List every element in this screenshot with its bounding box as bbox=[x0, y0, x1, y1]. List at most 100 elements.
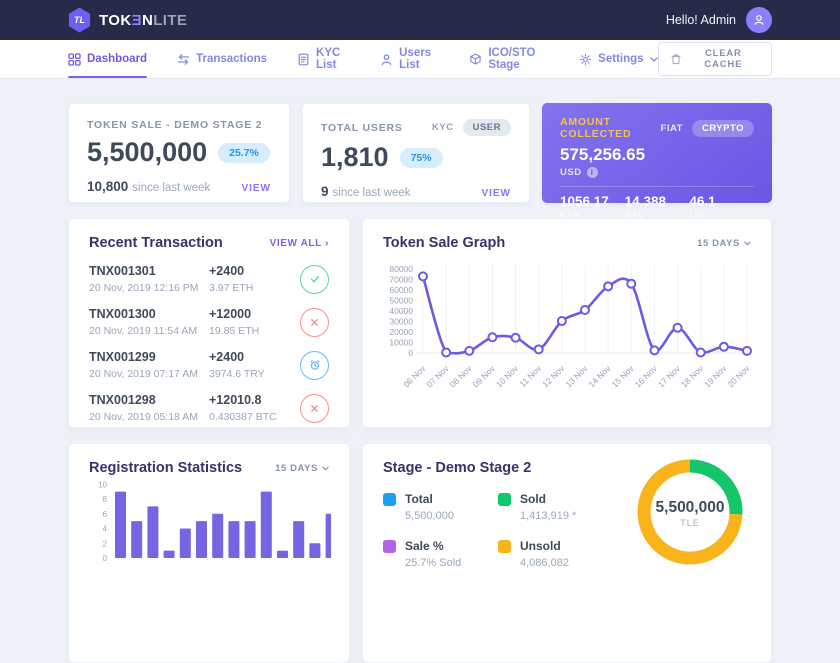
legend-item-unsold: Unsold 4,086,082 bbox=[498, 539, 618, 569]
coin-ltc: 46.1 LTC bbox=[689, 194, 716, 220]
nav-label: Users List bbox=[399, 47, 432, 71]
middle-row: Recent Transaction VIEW ALL › TNX001301 … bbox=[68, 218, 772, 428]
registration-bar-chart: 10 8 6 4 2 0 bbox=[98, 480, 337, 563]
recent-transactions-card: Recent Transaction VIEW ALL › TNX001301 … bbox=[68, 218, 350, 428]
swap-arrows-icon bbox=[177, 53, 190, 65]
cube-icon bbox=[470, 53, 482, 65]
dashboard-content: TOKEN SALE - DEMO STAGE 2 5,500,000 25.7… bbox=[0, 78, 840, 663]
svg-text:40000: 40000 bbox=[389, 306, 413, 316]
clear-cache-button[interactable]: CLEAR CACHE bbox=[657, 42, 772, 76]
status-failed-icon bbox=[300, 393, 329, 423]
stage-donut-chart: 5,500,000 TLE bbox=[630, 452, 750, 572]
panel-title: Stage - Demo Stage 2 bbox=[383, 460, 532, 476]
clear-cache-label: CLEAR CACHE bbox=[704, 48, 743, 70]
transaction-row[interactable]: TNX001300 20 Nov, 2019 11:54 AM +12000 1… bbox=[89, 307, 329, 337]
stage-card: Stage - Demo Stage 2 Total 5,500,000 Sol… bbox=[362, 443, 772, 663]
svg-text:20 Nov: 20 Nov bbox=[725, 363, 752, 390]
svg-text:TLE: TLE bbox=[680, 518, 700, 528]
transaction-row[interactable]: TNX001301 20 Nov, 2019 12:16 PM +2400 3.… bbox=[89, 264, 329, 294]
currency-label: USD bbox=[560, 167, 582, 178]
status-failed-icon bbox=[300, 307, 329, 337]
legend-item-sale-percent: Sale % 25.7% Sold bbox=[383, 539, 488, 569]
token-sale-view-link[interactable]: VIEW bbox=[241, 183, 271, 194]
svg-text:50000: 50000 bbox=[389, 296, 413, 306]
user-menu[interactable]: Hello! Admin bbox=[666, 7, 772, 33]
chevron-down-icon bbox=[744, 241, 751, 246]
nav-item-users-list[interactable]: Users List bbox=[380, 40, 439, 78]
delta-caption: since last week bbox=[332, 187, 411, 199]
delta-caption: since last week bbox=[132, 182, 211, 194]
panel-title: Registration Statistics bbox=[89, 460, 243, 476]
svg-text:70000: 70000 bbox=[389, 275, 413, 285]
svg-text:10 Nov: 10 Nov bbox=[494, 363, 521, 390]
svg-text:15 Nov: 15 Nov bbox=[610, 363, 637, 390]
svg-text:18 Nov: 18 Nov bbox=[679, 363, 706, 390]
nav-item-ico-sto-stage[interactable]: ICO/STO Stage bbox=[469, 40, 549, 78]
status-pending-icon bbox=[300, 350, 329, 380]
view-all-link[interactable]: VIEW ALL › bbox=[269, 237, 329, 249]
coin-btc: 14.388 BTC bbox=[624, 194, 666, 220]
total-users-view-link[interactable]: VIEW bbox=[481, 188, 511, 199]
brand-hexagon-icon: TL bbox=[68, 7, 91, 33]
svg-text:08 Nov: 08 Nov bbox=[448, 363, 475, 390]
legend-swatch bbox=[498, 540, 511, 553]
nav-label: Transactions bbox=[196, 53, 268, 65]
legend-item-total: Total 5,500,000 bbox=[383, 492, 488, 522]
nav-items: Dashboard Transactions KYC List Users Li… bbox=[68, 40, 658, 78]
card-title: TOKEN SALE - DEMO STAGE 2 bbox=[87, 119, 263, 131]
nav-label: KYC List bbox=[316, 47, 341, 71]
nav-item-kyc-list[interactable]: KYC List bbox=[297, 40, 350, 78]
token-sale-value: 5,500,000 bbox=[87, 137, 208, 167]
svg-text:5,500,000: 5,500,000 bbox=[656, 499, 725, 516]
greeting-text: Hello! Admin bbox=[665, 13, 736, 27]
svg-text:0: 0 bbox=[408, 348, 413, 358]
legend-swatch bbox=[383, 493, 396, 506]
svg-text:14 Nov: 14 Nov bbox=[586, 363, 613, 390]
token-sale-card: TOKEN SALE - DEMO STAGE 2 5,500,000 25.7… bbox=[68, 103, 290, 203]
svg-text:0: 0 bbox=[103, 554, 108, 563]
svg-text:10000: 10000 bbox=[389, 338, 413, 348]
amount-collected-card: AMOUNT COLLECTED FIAT CRYPTO 575,256.65 … bbox=[542, 103, 772, 220]
coin-totals: 1056.17 ETH 14.388 BTC 46.1 LTC bbox=[560, 186, 754, 220]
svg-text:10: 10 bbox=[98, 480, 107, 489]
legend-swatch bbox=[498, 493, 511, 506]
chevron-down-icon bbox=[649, 56, 658, 62]
user-icon bbox=[381, 53, 392, 65]
svg-text:09 Nov: 09 Nov bbox=[471, 363, 498, 390]
transaction-row[interactable]: TNX001299 20 Nov, 2019 07:17 AM +2400 39… bbox=[89, 350, 329, 380]
total-users-value: 1,810 bbox=[321, 142, 389, 172]
info-icon[interactable]: i bbox=[586, 167, 598, 178]
grid-icon bbox=[68, 52, 81, 66]
panel-title: Recent Transaction bbox=[89, 235, 223, 251]
avatar[interactable] bbox=[746, 7, 772, 33]
svg-text:12 Nov: 12 Nov bbox=[540, 363, 567, 390]
nav-item-settings[interactable]: Settings bbox=[579, 40, 658, 78]
nav-label: Dashboard bbox=[87, 53, 148, 65]
svg-text:19 Nov: 19 Nov bbox=[702, 363, 729, 390]
brand-text: TOKƎNLITE bbox=[99, 11, 188, 29]
token-sale-delta: 10,800 bbox=[87, 179, 129, 194]
card-title: AMOUNT COLLECTED bbox=[560, 116, 632, 140]
registration-statistics-card: Registration Statistics 15 DAYS 10 8 6 4 2 0 bbox=[68, 443, 350, 663]
status-success-icon bbox=[300, 264, 329, 294]
user-toggle[interactable]: USER bbox=[462, 119, 511, 136]
svg-text:07 Nov: 07 Nov bbox=[424, 363, 451, 390]
nav-item-transactions[interactable]: Transactions bbox=[177, 40, 267, 78]
range-dropdown[interactable]: 15 DAYS bbox=[697, 238, 751, 249]
brand-logo[interactable]: TL TOKƎNLITE bbox=[68, 7, 188, 33]
total-users-delta: 9 bbox=[321, 184, 329, 199]
transaction-row[interactable]: TNX001298 20 Nov, 2019 05:18 AM +12010.8… bbox=[89, 393, 329, 423]
crypto-toggle[interactable]: CRYPTO bbox=[691, 119, 754, 137]
svg-text:20000: 20000 bbox=[389, 327, 413, 337]
range-dropdown[interactable]: 15 DAYS bbox=[275, 463, 329, 474]
amount-collected-value: 575,256.65 bbox=[560, 145, 646, 164]
chevron-right-icon: › bbox=[325, 237, 329, 249]
kyc-toggle[interactable]: KYC bbox=[432, 122, 454, 133]
fiat-toggle[interactable]: FIAT bbox=[660, 122, 683, 134]
trash-icon bbox=[670, 54, 681, 65]
card-title: TOTAL USERS bbox=[321, 121, 403, 134]
svg-text:13 Nov: 13 Nov bbox=[563, 363, 590, 390]
panel-title: Token Sale Graph bbox=[383, 235, 506, 251]
svg-text:30000: 30000 bbox=[389, 317, 413, 327]
nav-item-dashboard[interactable]: Dashboard bbox=[68, 40, 148, 78]
